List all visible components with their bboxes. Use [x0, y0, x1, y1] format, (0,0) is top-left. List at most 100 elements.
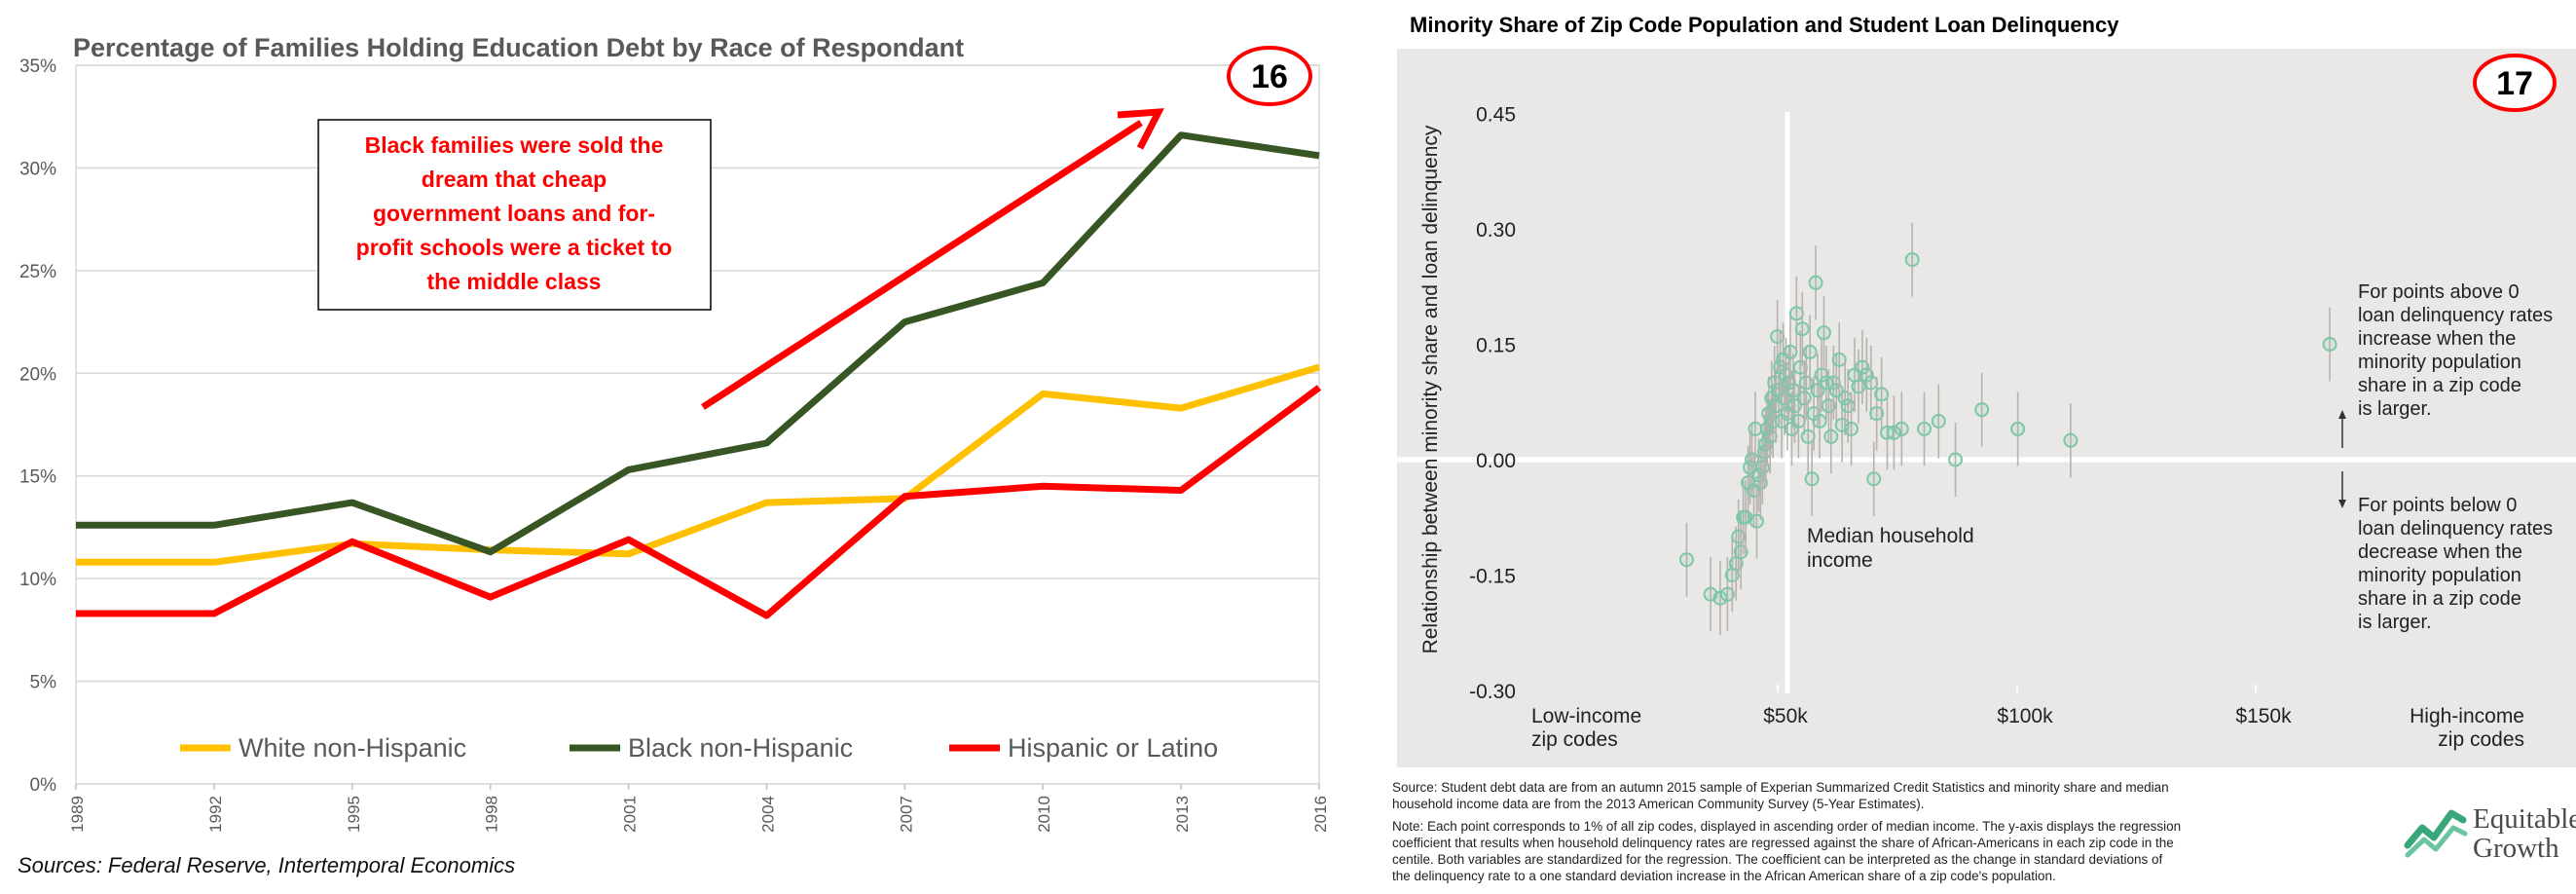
- scatter-point: [1804, 471, 1820, 487]
- trend-arrow: [701, 108, 1164, 410]
- scatter-point: [1917, 421, 1932, 436]
- right-figure: Minority Share of Zip Code Population an…: [1363, 0, 2576, 894]
- scatter-point: [1869, 406, 1885, 422]
- scatter-point: [1894, 421, 1909, 436]
- scatter-point: [2322, 337, 2337, 352]
- scatter-point: [1790, 414, 1806, 428]
- scatter-point: [1814, 367, 1829, 383]
- equitable-growth-logo-icon: [2404, 809, 2468, 858]
- y-tick-label: 10%: [19, 570, 56, 590]
- scatter-point: [1948, 452, 1964, 467]
- plot-frame: [75, 64, 1320, 785]
- scatter-point: [1762, 428, 1778, 444]
- scatter-point: [1808, 275, 1823, 290]
- scatter-point: [1678, 552, 1694, 568]
- series-line-black-non-hispanic: [76, 131, 1320, 556]
- median-income-label: Median household income: [1807, 525, 1974, 572]
- scatter-point: [1823, 428, 1839, 444]
- y-axis-label: Relationship between minority share and …: [1419, 125, 1442, 653]
- scatter-point: [1974, 402, 1990, 418]
- scatter-point: [1886, 425, 1901, 440]
- scatter-point: [1840, 398, 1856, 414]
- right-scatter-chart: Minority Share of Zip Code Population an…: [1397, 13, 2576, 767]
- scatter-point: [1816, 325, 1831, 341]
- below-zero-note: For points below 0 loan delinquency rates…: [2358, 495, 2553, 633]
- legend-label: White non-Hispanic: [239, 733, 466, 763]
- x-tick-label: 1995: [345, 796, 363, 833]
- annotation-line: dream that cheap: [422, 167, 607, 192]
- x-tick-label: 2004: [758, 796, 777, 833]
- scatter-point: [1788, 306, 1804, 321]
- right-source-note: Source: Student debt data are from an au…: [1392, 780, 2169, 811]
- scatter-point: [1855, 359, 1870, 375]
- left-annotation-box: Black families were sold the dream that c…: [317, 119, 712, 311]
- x-tick-label: $100k: [1997, 705, 2053, 727]
- scatter-point: [1800, 428, 1816, 444]
- x-tick-label: 2001: [621, 796, 640, 833]
- x-tick-label-high: High-income zip codes: [2410, 705, 2524, 751]
- down-arrowhead-icon: [2338, 500, 2346, 508]
- x-tick-label: 2007: [897, 796, 915, 833]
- x-tick-label: 2010: [1035, 796, 1053, 833]
- y-tick-label: 25%: [19, 262, 56, 282]
- scatter-point: [1866, 471, 1882, 487]
- left-badge-number: 16: [1251, 58, 1288, 95]
- series-line-white-non-hispanic: [76, 363, 1320, 566]
- scatter-point: [1794, 321, 1810, 337]
- scatter-point: [1748, 421, 1763, 436]
- right-chart-title: Minority Share of Zip Code Population an…: [1410, 13, 2119, 37]
- right-method-note: Note: Each point corresponds to 1% of al…: [1392, 819, 2182, 883]
- y-tick-label: 0.15: [1476, 335, 1516, 357]
- scatter-point: [1863, 375, 1879, 391]
- x-tick-label-low: Low-income zip codes: [1531, 705, 1641, 751]
- y-tick-label: -0.30: [1469, 681, 1516, 703]
- annotation-line: government loans and for-: [373, 201, 655, 226]
- x-tick-label: 2013: [1173, 796, 1192, 833]
- y-tick-label: 0.45: [1476, 104, 1516, 127]
- y-tick-label: 15%: [19, 467, 56, 488]
- right-badge-number: 17: [2496, 65, 2533, 102]
- y-tick-label: 20%: [19, 364, 56, 385]
- left-sources: Sources: Federal Reserve, Intertemporal …: [18, 853, 516, 877]
- y-tick-label: 0%: [30, 775, 57, 796]
- annotation-line: Black families were sold the: [365, 132, 664, 158]
- annotation-line: profit schools were a ticket to: [356, 235, 673, 260]
- scatter-point: [1783, 344, 1798, 359]
- scatter-point: [1770, 329, 1785, 345]
- scatter-point: [1802, 344, 1818, 359]
- left-legend: White non-Hispanic Black non-Hispanic Hisp…: [180, 733, 1218, 763]
- scatter-point: [1831, 352, 1847, 367]
- scatter-point: [1712, 590, 1728, 606]
- y-tick-label: 0.00: [1476, 450, 1516, 472]
- y-tick-label: 0.30: [1476, 219, 1516, 242]
- legend-label: Black non-Hispanic: [628, 733, 853, 763]
- x-tick-label: 2016: [1311, 796, 1330, 833]
- scatter-point: [1904, 252, 1920, 268]
- x-tick-label: $150k: [2235, 705, 2292, 727]
- left-line-chart: Percentage of Families Holding Education…: [19, 33, 1330, 833]
- up-arrowhead-icon: [2338, 410, 2346, 419]
- logo-text: Equitable Growth: [2473, 803, 2576, 864]
- scatter-point: [2010, 421, 2026, 436]
- x-tick-label: $50k: [1763, 705, 1808, 727]
- scatter-point: [1785, 383, 1801, 398]
- annotation-line: the middle class: [427, 269, 602, 294]
- x-tick-label: 1992: [206, 796, 225, 833]
- left-badge: 16: [1227, 46, 1312, 106]
- series-line-hispanic-or-latino: [76, 385, 1322, 619]
- scatter-point: [1858, 367, 1874, 383]
- legend-label: Hispanic or Latino: [1008, 733, 1218, 763]
- right-badge: 17: [2473, 54, 2557, 112]
- scatter-point: [1931, 414, 1946, 428]
- x-tick-label: 1989: [68, 796, 87, 833]
- y-tick-label: 35%: [19, 56, 56, 77]
- scatter-point: [1812, 414, 1827, 428]
- y-tick-label: 5%: [30, 673, 57, 693]
- y-tick-label: -0.15: [1469, 566, 1516, 588]
- scatter-point: [1874, 387, 1890, 402]
- x-tick-label: 1998: [483, 796, 501, 833]
- y-tick-label: 30%: [19, 159, 56, 179]
- scatter-point: [2063, 432, 2079, 448]
- above-zero-note: For points above 0 loan delinquency rates…: [2358, 281, 2553, 420]
